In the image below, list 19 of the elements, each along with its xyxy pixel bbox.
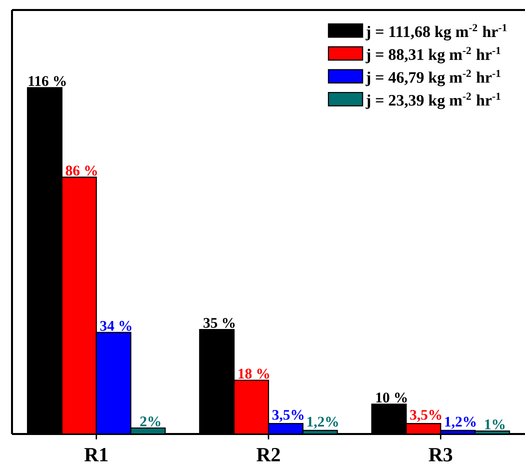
data-label: 1,2% (307, 416, 338, 429)
data-label: 3,5% (272, 410, 304, 422)
x-tick-label: R2 (256, 448, 280, 462)
legend-label: j = 88,31 kg m$^{-2}$ hr$^{-1}$ (366, 46, 500, 64)
data-label: 10 % (376, 392, 407, 403)
x-tick-label: R3 (428, 448, 452, 462)
x-tick-label: R1 (84, 448, 108, 462)
data-label: 3,5% (410, 410, 442, 422)
data-label: 34 % (100, 320, 132, 331)
data-label: 1,2% (445, 416, 476, 429)
legend-label: j = 111,68 kg m$^{-2}$ hr$^{-1}$ (366, 24, 507, 40)
legend-label: j = 23,39 kg m$^{-2}$ hr$^{-1}$ (366, 92, 500, 110)
data-label: 86 % (66, 166, 97, 176)
data-label: 35 % (204, 318, 235, 328)
data-label: 2% (140, 416, 160, 426)
legend-label: j = 46,79 kg m$^{-2}$ hr$^{-1}$ (366, 70, 500, 86)
data-label: 116 % (28, 76, 66, 86)
data-label: 18 % (238, 368, 270, 379)
data-label: 1% (485, 419, 505, 430)
